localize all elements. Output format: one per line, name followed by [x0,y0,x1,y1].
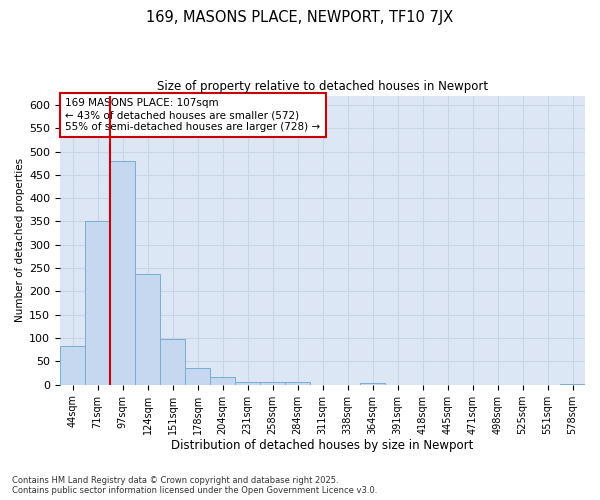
Bar [60,346,85,385]
Bar [135,274,160,384]
Bar [260,382,285,384]
Bar [85,222,110,384]
Bar [110,161,135,384]
Bar [185,368,210,384]
Text: 169, MASONS PLACE, NEWPORT, TF10 7JX: 169, MASONS PLACE, NEWPORT, TF10 7JX [146,10,454,25]
Y-axis label: Number of detached properties: Number of detached properties [15,158,25,322]
Title: Size of property relative to detached houses in Newport: Size of property relative to detached ho… [157,80,488,93]
Bar [235,382,260,384]
Bar [160,340,185,384]
Text: Contains HM Land Registry data © Crown copyright and database right 2025.
Contai: Contains HM Land Registry data © Crown c… [12,476,377,495]
Bar [285,382,310,384]
Text: 169 MASONS PLACE: 107sqm
← 43% of detached houses are smaller (572)
55% of semi-: 169 MASONS PLACE: 107sqm ← 43% of detach… [65,98,320,132]
Bar [210,377,235,384]
X-axis label: Distribution of detached houses by size in Newport: Distribution of detached houses by size … [172,440,473,452]
